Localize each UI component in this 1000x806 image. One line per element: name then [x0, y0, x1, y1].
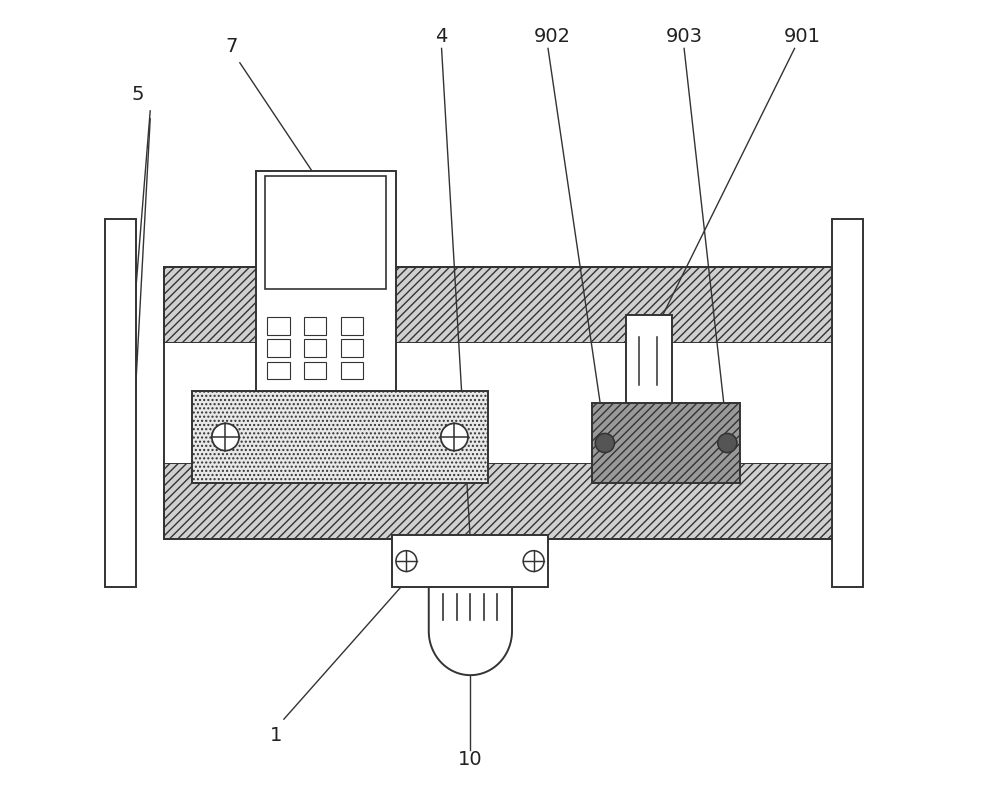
Text: 902: 902	[534, 27, 571, 46]
Bar	[392, 535, 548, 587]
Text: 5: 5	[132, 85, 144, 104]
Bar	[341, 362, 363, 379]
Polygon shape	[429, 587, 512, 675]
Bar	[164, 343, 836, 463]
Bar	[256, 171, 396, 391]
Circle shape	[396, 550, 417, 571]
Bar	[267, 339, 290, 357]
Bar	[626, 315, 672, 403]
Bar	[267, 318, 290, 334]
Bar	[832, 219, 863, 587]
Bar	[265, 176, 386, 289]
Bar	[267, 362, 290, 379]
Circle shape	[523, 550, 544, 571]
Circle shape	[212, 423, 239, 451]
Bar	[304, 339, 326, 357]
Bar	[164, 267, 836, 343]
Bar	[304, 318, 326, 334]
Bar	[192, 391, 488, 483]
Circle shape	[595, 434, 614, 453]
Text: 901: 901	[784, 27, 821, 46]
Bar	[592, 403, 740, 483]
Bar	[341, 318, 363, 334]
Bar	[304, 362, 326, 379]
Bar	[164, 267, 836, 539]
Text: 7: 7	[226, 37, 238, 56]
Circle shape	[718, 434, 737, 453]
Bar	[341, 339, 363, 357]
Text: 1: 1	[270, 725, 282, 745]
Text: 903: 903	[666, 27, 703, 46]
Text: 10: 10	[458, 750, 483, 769]
Bar	[164, 463, 836, 539]
Circle shape	[441, 423, 468, 451]
Text: 4: 4	[435, 27, 448, 46]
Bar	[105, 219, 136, 587]
